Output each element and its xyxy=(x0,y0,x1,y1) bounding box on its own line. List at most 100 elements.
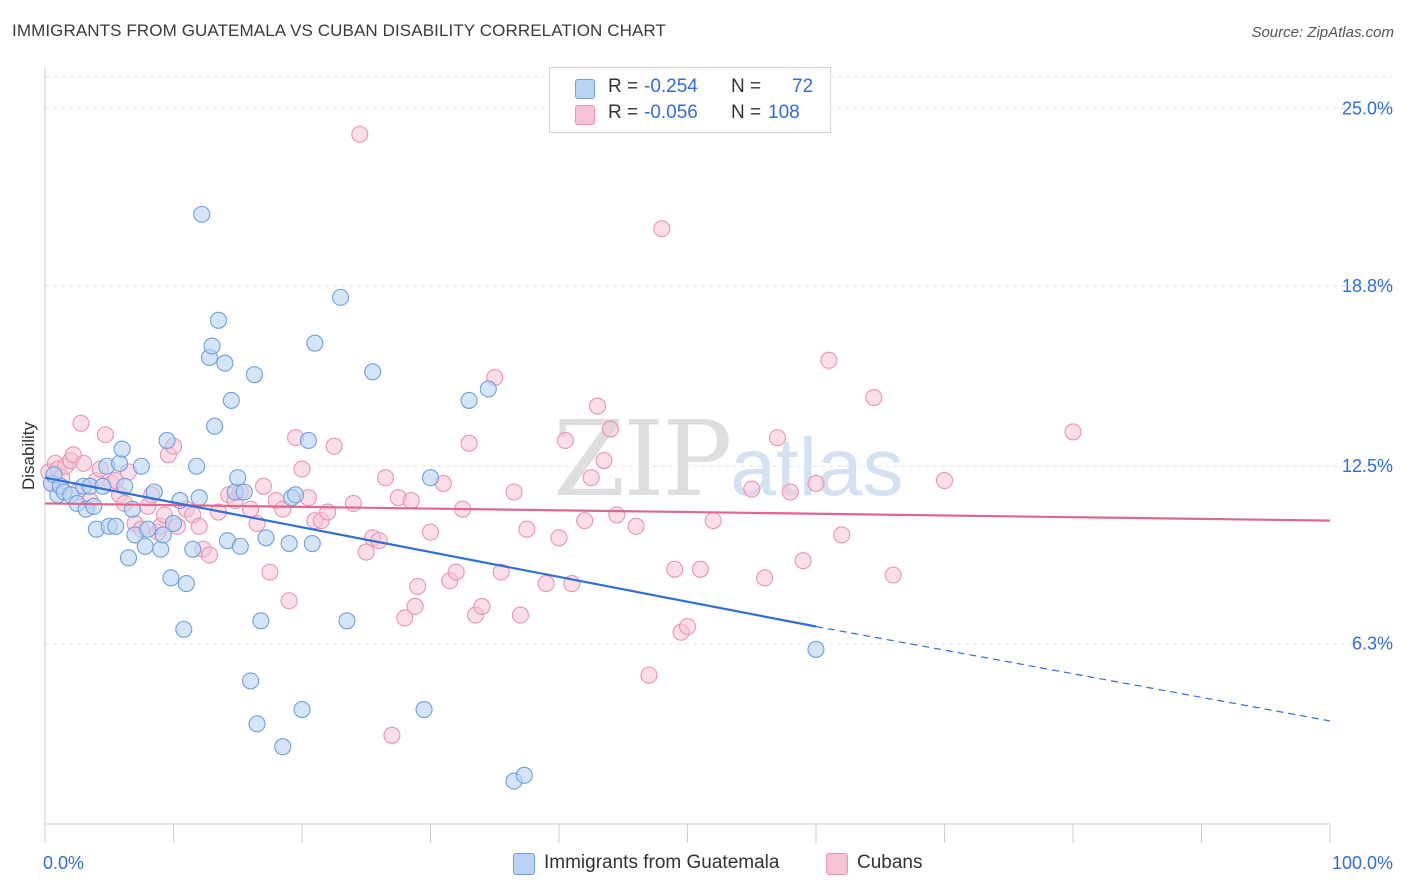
data-point-guatemala xyxy=(206,417,224,435)
axes xyxy=(44,67,1331,843)
data-point-guatemala xyxy=(85,497,103,515)
data-point-cubans xyxy=(293,460,311,478)
data-point-cubans xyxy=(588,397,607,415)
legend-r-value: -0.056 xyxy=(644,102,698,123)
bottom-legend-label: Cubans xyxy=(857,852,923,873)
data-point-guatemala xyxy=(175,620,193,638)
data-point-guatemala xyxy=(287,486,305,504)
bottom-legend-swatch-blue xyxy=(513,853,535,875)
data-point-guatemala xyxy=(331,288,350,306)
data-point-cubans xyxy=(473,597,491,616)
data-point-guatemala xyxy=(132,457,150,475)
data-point-guatemala xyxy=(190,489,208,507)
data-point-cubans xyxy=(242,500,260,518)
data-point-cubans xyxy=(556,431,574,450)
guatemala-points xyxy=(42,205,825,790)
data-point-guatemala xyxy=(116,477,134,495)
legend-n-value: 72 xyxy=(792,76,814,97)
data-point-guatemala xyxy=(203,337,221,355)
data-point-cubans xyxy=(807,474,825,492)
data-point-cubans xyxy=(325,437,343,455)
data-point-cubans xyxy=(576,512,594,530)
data-point-cubans xyxy=(833,526,851,544)
data-point-guatemala xyxy=(364,363,382,381)
trend-line-guatemala-extension xyxy=(815,625,1331,722)
data-point-cubans xyxy=(406,597,424,616)
data-point-cubans xyxy=(280,592,298,610)
data-point-guatemala xyxy=(421,469,440,487)
data-point-guatemala xyxy=(209,311,228,329)
legend-r-value: -0.254 xyxy=(644,76,698,97)
data-point-guatemala xyxy=(193,205,211,223)
data-point-cubans xyxy=(627,517,645,535)
data-point-guatemala xyxy=(154,526,172,544)
y-tick-label: 6.3% xyxy=(1352,634,1393,654)
data-point-cubans xyxy=(190,517,208,535)
data-point-guatemala xyxy=(807,640,825,658)
data-point-cubans xyxy=(608,506,626,524)
data-point-cubans xyxy=(768,429,787,447)
y-tick-label: 25.0% xyxy=(1342,98,1393,118)
x-tick-label: 0.0% xyxy=(43,853,84,873)
data-point-guatemala xyxy=(152,540,170,558)
data-point-cubans xyxy=(935,472,954,490)
data-point-guatemala xyxy=(515,766,533,784)
data-point-guatemala xyxy=(338,612,356,630)
x-tick-label: 100.0% xyxy=(1332,853,1393,873)
data-point-cubans xyxy=(75,454,93,472)
watermark-atlas: atlas xyxy=(730,422,904,513)
data-point-guatemala xyxy=(119,549,138,567)
data-point-guatemala xyxy=(415,700,433,719)
data-point-cubans xyxy=(653,220,671,238)
data-point-cubans xyxy=(820,351,838,369)
data-point-cubans xyxy=(396,609,414,627)
data-point-cubans xyxy=(460,434,478,452)
data-point-cubans xyxy=(518,520,536,538)
data-point-guatemala xyxy=(145,483,163,501)
data-point-cubans xyxy=(351,125,369,143)
trend-line-guatemala xyxy=(44,476,817,628)
data-point-guatemala xyxy=(136,537,154,555)
legend-swatch-pink xyxy=(575,105,595,125)
data-point-guatemala xyxy=(162,569,180,587)
chart-title: IMMIGRANTS FROM GUATEMALA VS CUBAN DISAB… xyxy=(12,21,666,40)
data-point-guatemala xyxy=(242,672,260,690)
data-point-cubans xyxy=(511,606,530,624)
y-tick-label: 12.5% xyxy=(1342,456,1393,476)
data-point-guatemala xyxy=(460,391,478,409)
watermark-zip: ZIP xyxy=(553,398,732,520)
data-point-guatemala xyxy=(110,454,129,472)
data-point-guatemala xyxy=(245,366,264,384)
data-point-cubans xyxy=(402,492,420,510)
grid-lines xyxy=(45,76,1392,645)
trend-line-cubans xyxy=(44,502,1331,522)
data-point-guatemala xyxy=(107,517,125,535)
data-point-cubans xyxy=(640,666,658,684)
data-point-cubans xyxy=(691,560,709,578)
data-point-cubans xyxy=(447,563,465,581)
data-point-guatemala xyxy=(184,540,202,558)
data-point-guatemala xyxy=(235,483,253,501)
legend-n-label: N = xyxy=(731,102,762,123)
data-point-guatemala xyxy=(216,354,234,372)
legend-r-label: R = xyxy=(608,102,639,123)
data-point-guatemala xyxy=(299,431,317,450)
data-point-cubans xyxy=(96,426,114,444)
watermark: ZIPatlas xyxy=(553,398,904,520)
stats-legend: R = -0.254 N = 72 R = -0.056 N = 108 xyxy=(549,67,831,133)
y-axis-label: Disability xyxy=(19,421,38,490)
data-point-cubans xyxy=(383,726,401,744)
data-point-cubans xyxy=(421,523,440,541)
data-point-cubans xyxy=(743,480,761,498)
data-point-cubans xyxy=(261,563,279,581)
data-point-guatemala xyxy=(274,738,292,756)
y-tick-label: 18.8% xyxy=(1342,276,1393,296)
data-point-guatemala xyxy=(158,431,176,450)
trend-lines xyxy=(44,476,1331,722)
data-point-cubans xyxy=(582,469,600,487)
source-label: Source: ZipAtlas.com xyxy=(1251,24,1394,41)
data-point-guatemala xyxy=(229,469,247,487)
data-point-guatemala xyxy=(248,715,266,733)
data-point-cubans xyxy=(537,575,555,593)
data-point-cubans xyxy=(505,483,523,501)
